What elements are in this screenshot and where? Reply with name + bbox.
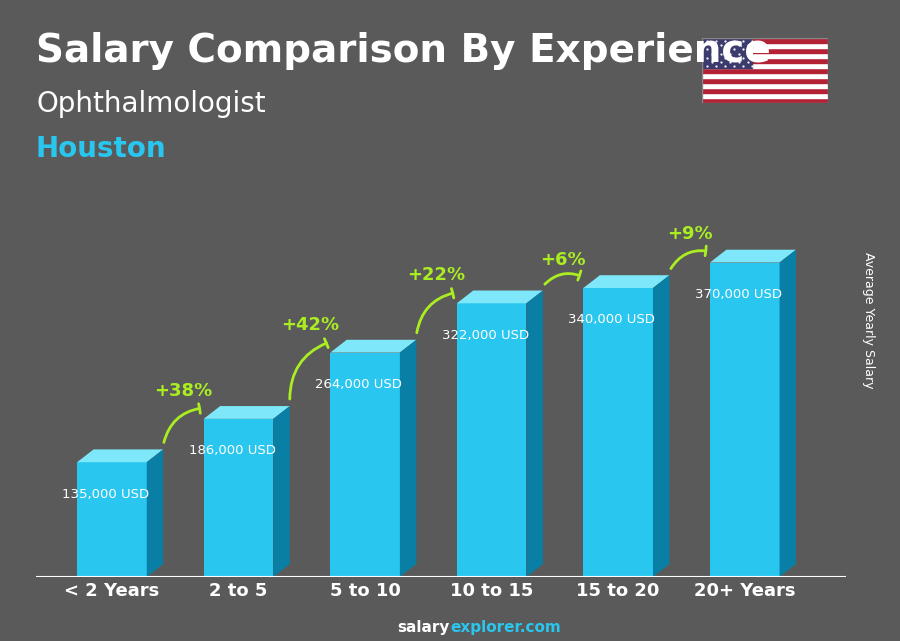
Bar [702, 44, 828, 48]
Text: Average Yearly Salary: Average Yearly Salary [862, 253, 875, 388]
Polygon shape [583, 288, 653, 577]
Polygon shape [203, 406, 290, 419]
Polygon shape [400, 340, 417, 577]
Bar [702, 63, 828, 68]
Polygon shape [653, 275, 670, 577]
Text: +6%: +6% [540, 251, 586, 269]
Text: 264,000 USD: 264,000 USD [315, 378, 402, 391]
Text: +9%: +9% [667, 226, 713, 244]
Polygon shape [526, 290, 543, 577]
Bar [702, 73, 828, 78]
Polygon shape [710, 250, 796, 263]
Bar [702, 48, 828, 53]
Text: +22%: +22% [408, 266, 465, 284]
Text: 370,000 USD: 370,000 USD [695, 288, 782, 301]
Bar [702, 88, 828, 93]
Text: 322,000 USD: 322,000 USD [442, 329, 529, 342]
Text: 186,000 USD: 186,000 USD [189, 444, 275, 457]
Polygon shape [203, 419, 274, 577]
Bar [702, 38, 828, 44]
Polygon shape [77, 449, 163, 462]
Bar [702, 78, 828, 83]
Polygon shape [779, 250, 796, 577]
Bar [702, 68, 828, 73]
Bar [702, 53, 828, 58]
Text: 340,000 USD: 340,000 USD [569, 313, 655, 326]
Polygon shape [274, 406, 290, 577]
Polygon shape [77, 462, 147, 577]
Text: +38%: +38% [154, 382, 212, 400]
Polygon shape [330, 353, 400, 577]
Text: salary: salary [398, 620, 450, 635]
Bar [702, 58, 828, 63]
Text: Salary Comparison By Experience: Salary Comparison By Experience [36, 32, 770, 70]
Polygon shape [457, 290, 543, 303]
Polygon shape [330, 340, 417, 353]
Text: explorer.com: explorer.com [450, 620, 561, 635]
Text: +42%: +42% [281, 315, 339, 333]
Polygon shape [457, 303, 526, 577]
Bar [702, 38, 752, 68]
Polygon shape [710, 263, 779, 577]
Bar [702, 83, 828, 88]
Text: Ophthalmologist: Ophthalmologist [36, 90, 266, 118]
Text: 135,000 USD: 135,000 USD [62, 488, 149, 501]
Text: Houston: Houston [36, 135, 166, 163]
Polygon shape [583, 275, 670, 288]
Bar [702, 97, 828, 103]
Bar [702, 93, 828, 97]
Polygon shape [147, 449, 163, 577]
